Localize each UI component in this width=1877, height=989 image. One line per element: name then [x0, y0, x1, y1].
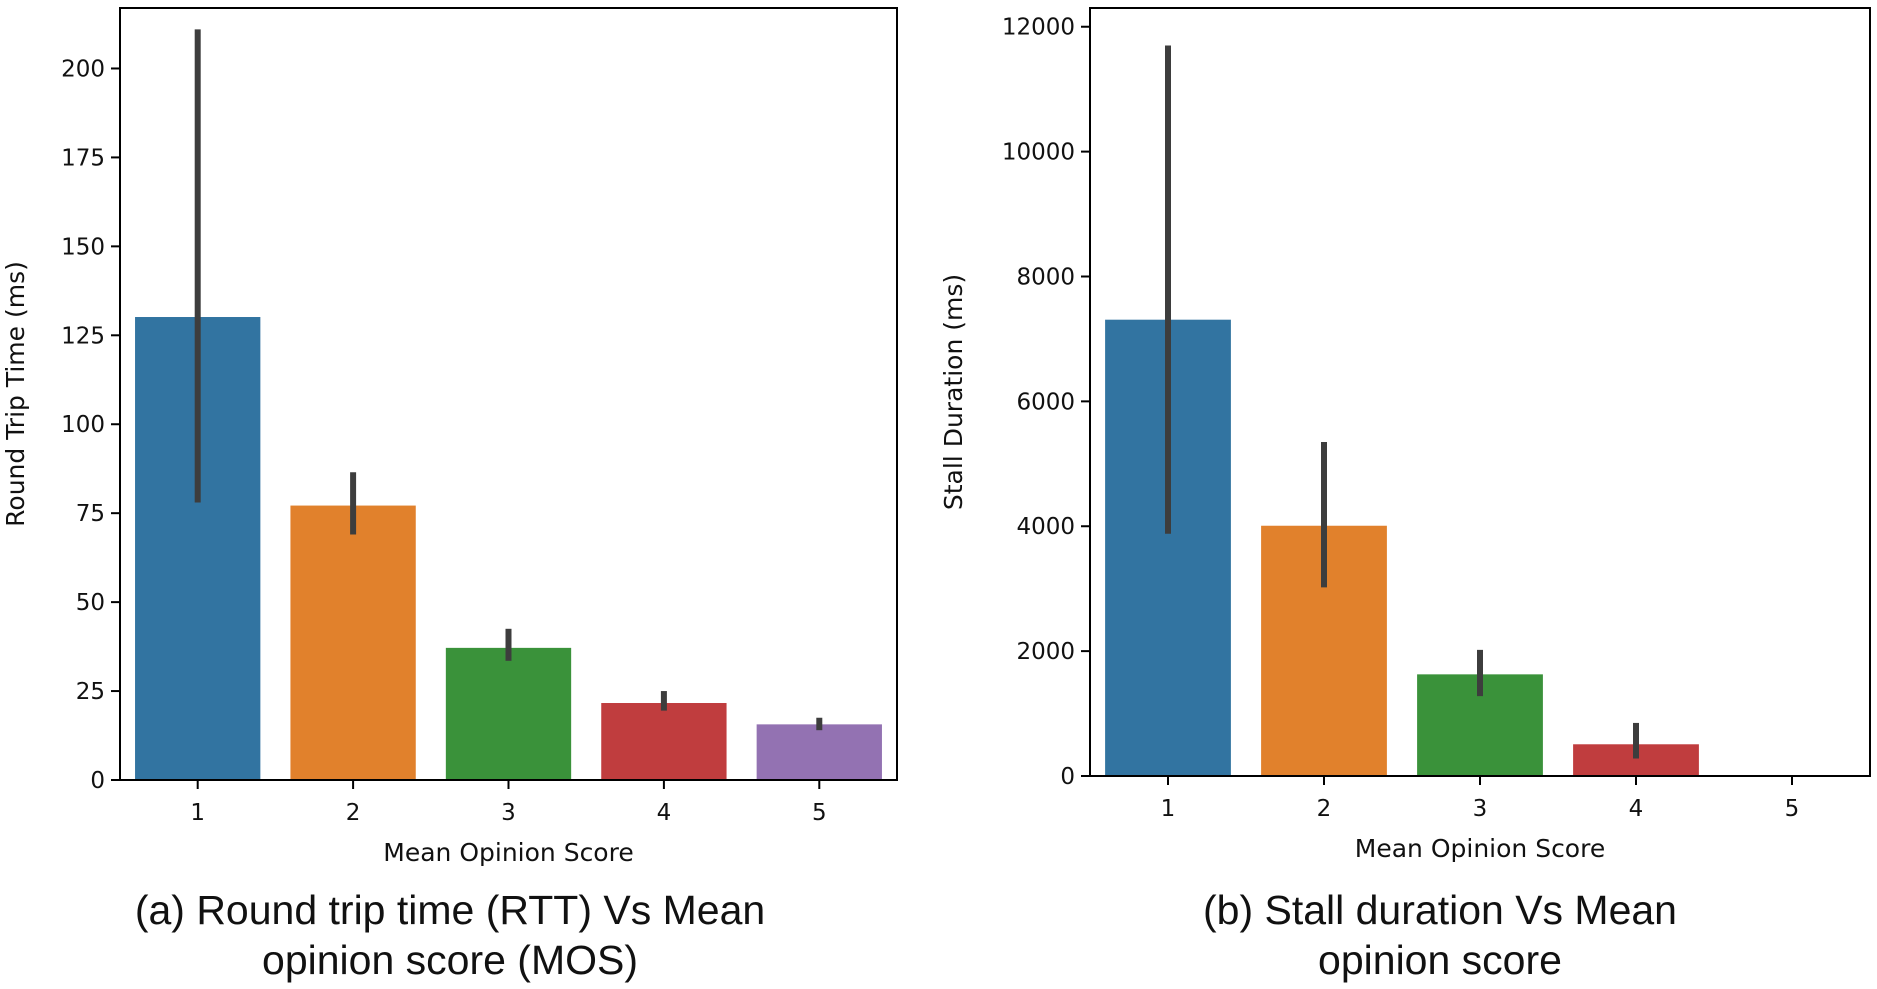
- y-tick-label: 150: [61, 234, 105, 260]
- y-tick-label: 25: [76, 679, 105, 705]
- x-tick-label: 5: [1785, 796, 1800, 822]
- x-tick-label: 4: [657, 800, 672, 826]
- y-tick-label: 6000: [1016, 389, 1075, 415]
- y-tick-label: 0: [1060, 764, 1075, 790]
- caption-line: (b) Stall duration Vs Mean: [1202, 887, 1677, 933]
- y-tick-label: 75: [76, 501, 105, 527]
- rtt-bar-chart: 0 25 50 75 100 125 150 175 200 1 2 3 4 5 Mean Opinion …: [1, 7, 898, 867]
- x-axis-label: Mean Opinion Score: [383, 838, 633, 867]
- x-tick-label: 1: [190, 800, 205, 826]
- x-axis-label: Mean Opinion Score: [1355, 834, 1605, 863]
- x-tick-label: 3: [501, 800, 516, 826]
- chart-panel-stall: 0 2000 4000 6000 8000 10000 12000 1 2 3 4 5 Mean Opi…: [935, 0, 1877, 989]
- y-tick-label: 200: [61, 56, 105, 82]
- x-tick-label: 4: [1629, 796, 1644, 822]
- x-tick-label: 2: [1317, 796, 1332, 822]
- x-tick-label: 5: [812, 800, 827, 826]
- bar-4: [601, 703, 727, 781]
- y-tick-label: 8000: [1016, 264, 1075, 290]
- y-tick-label: 2000: [1016, 639, 1075, 665]
- x-tick-label: 2: [346, 800, 361, 826]
- caption-stall: (b) Stall duration Vs Mean opinion score: [1160, 885, 1720, 985]
- bar-5: [756, 724, 882, 781]
- y-axis-label: Round Trip Time (ms): [1, 261, 30, 527]
- stall-bar-chart: 0 2000 4000 6000 8000 10000 12000 1 2 3 4 5 Mean Opi…: [939, 7, 1871, 863]
- chart-panel-rtt: 0 25 50 75 100 125 150 175 200 1 2 3 4 5 Mean Opinion …: [0, 0, 910, 989]
- y-tick-label: 100: [61, 412, 105, 438]
- bar-2: [290, 505, 416, 781]
- caption-line: opinion score: [1318, 937, 1562, 983]
- caption-line: (a) Round trip time (RTT) Vs Mean: [134, 887, 766, 933]
- x-tick-label: 1: [1161, 796, 1176, 822]
- y-axis-label: Stall Duration (ms): [939, 274, 968, 510]
- bar-3: [445, 647, 572, 781]
- y-tick-label: 10000: [1002, 140, 1075, 166]
- x-tick-label: 3: [1473, 796, 1488, 822]
- y-tick-label: 12000: [1002, 15, 1075, 41]
- y-tick-label: 50: [76, 590, 105, 616]
- y-tick-label: 175: [61, 145, 105, 171]
- y-tick-label: 4000: [1016, 514, 1075, 540]
- caption-line: opinion score (MOS): [262, 937, 638, 983]
- y-tick-label: 0: [90, 768, 105, 794]
- y-tick-label: 125: [61, 323, 105, 349]
- caption-rtt: (a) Round trip time (RTT) Vs Mean opinio…: [120, 885, 780, 985]
